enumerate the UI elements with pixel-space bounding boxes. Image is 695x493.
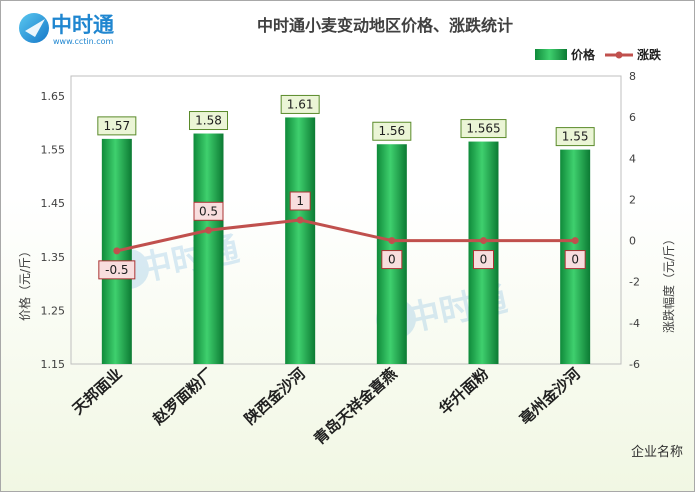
y-right-tick-label: -2: [629, 276, 640, 289]
line-point: [480, 237, 487, 245]
y-axis-left-title: 价格（元/斤）: [17, 245, 32, 321]
line-data-label: 0: [480, 253, 488, 267]
bar-label-box: [372, 121, 412, 141]
x-tick-label: 赵罗面粉厂: [149, 365, 218, 429]
logo-text: 中时通: [51, 13, 114, 37]
line-change: [116, 218, 576, 253]
line-series: [113, 216, 579, 255]
y-right-tick-label: 4: [629, 152, 636, 165]
x-tick-label: 青岛天祥金喜燕: [310, 365, 400, 449]
bar-data-label: 1.61: [287, 97, 314, 111]
line-label-box: [98, 260, 136, 280]
bar-data-label: 1.58: [195, 114, 222, 128]
bar-price: [285, 117, 316, 364]
line-point: [113, 247, 121, 255]
y-left-tick-label: 1.15: [41, 358, 66, 371]
logo-url: www.cctin.com: [53, 37, 114, 46]
y-right-tick-label: 8: [629, 70, 636, 83]
bar-data-label: 1.55: [562, 130, 589, 144]
brand-logo: 中时通 www.cctin.com: [19, 13, 114, 46]
line-data-label: -0.5: [105, 263, 128, 277]
y-right-tick-label: 0: [629, 235, 636, 248]
plot-area: [70, 75, 622, 365]
line-data-label: 0.5: [199, 204, 218, 218]
bar-label-box: [460, 119, 507, 139]
bar-label-box: [555, 127, 595, 147]
watermark-text-1: 中时通: [135, 229, 243, 289]
y-left-tick-label: 1.55: [41, 144, 66, 157]
line-label-box: [564, 250, 586, 270]
y-right-tick-label: 2: [629, 193, 636, 206]
x-tick-label: 天邦面业: [69, 365, 126, 419]
bar-data-label: 1.565: [466, 122, 500, 136]
line-data-label: 1: [296, 194, 304, 208]
bar-label-box: [189, 111, 228, 131]
line-data-label: 0: [571, 253, 579, 267]
bar-label-box: [97, 116, 137, 136]
y-left-tick-label: 1.65: [41, 90, 66, 103]
x-tick-label: 华升面粉: [436, 365, 493, 419]
bar-data-label: 1.56: [378, 124, 405, 138]
line-point: [388, 237, 396, 245]
line-label-box: [473, 250, 494, 270]
bar-price: [193, 133, 224, 364]
x-tick-label: 陕西金沙河: [241, 365, 309, 429]
line-data-label: 0: [388, 253, 396, 267]
y-left-tick-label: 1.35: [41, 251, 66, 264]
y-left-tick-label: 1.45: [41, 197, 66, 210]
y-right-tick-label: -6: [629, 358, 640, 371]
y-left-tick-label: 1.25: [41, 304, 66, 317]
legend-line-label: 涨跌: [637, 47, 662, 62]
x-tick-label: 亳州金沙河: [516, 365, 584, 429]
legend-bar-label: 价格: [571, 47, 596, 62]
bar-label-box: [280, 94, 320, 114]
legend-bar-swatch: [535, 49, 567, 60]
chart-title: 中时通小麦变动地区价格、涨跌统计: [257, 16, 513, 35]
legend: 价格 涨跌: [535, 47, 662, 62]
bar-data-label: 1.57: [103, 119, 130, 133]
line-label-box: [193, 201, 224, 221]
y-right-tick-label: -4: [629, 317, 640, 330]
line-label-box: [381, 250, 403, 270]
data-labels: 1.57 1.58 1.61 1.56 1.565 1.55 -0.5 0.5 1 0 0 0: [97, 94, 595, 280]
y-right-tick-label: 6: [629, 111, 636, 124]
line-point: [205, 226, 212, 234]
line-point: [296, 216, 304, 224]
legend-line-marker: [615, 51, 623, 59]
x-axis-title: 企业名称: [631, 444, 683, 460]
y-axis-right-title: 涨跌幅度（元/斤）: [661, 233, 676, 333]
line-label-box: [289, 191, 311, 211]
line-point: [571, 237, 579, 245]
logo-paper-plane-icon: [25, 19, 45, 37]
